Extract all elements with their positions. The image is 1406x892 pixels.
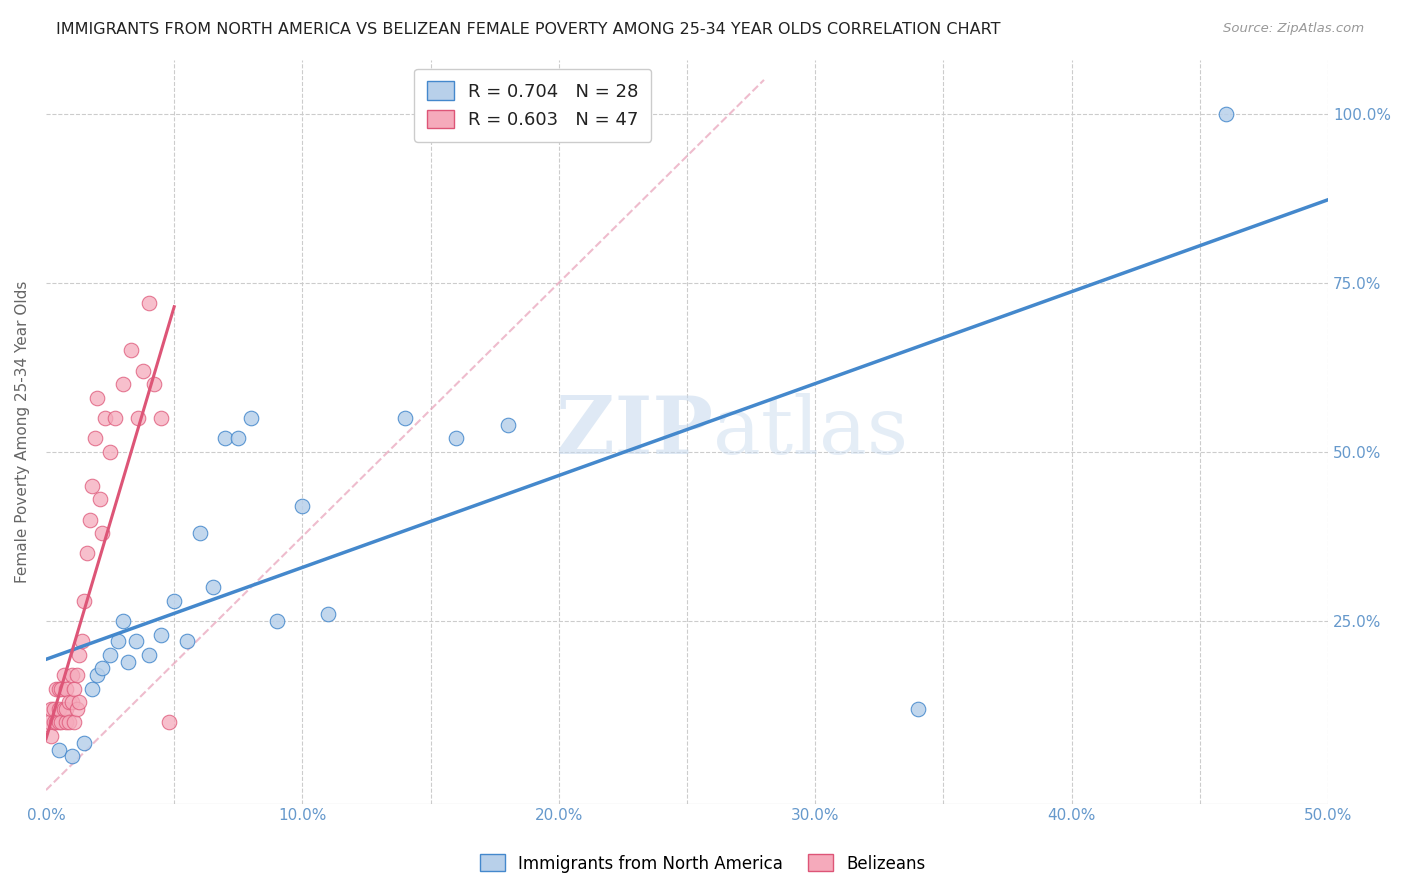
Point (52, 668, 75, 682)
Point (163, 593, 186, 607)
Point (138, 648, 160, 662)
Point (51, 681, 73, 696)
Point (446, 431, 468, 445)
Point (201, 580, 224, 594)
Point (111, 614, 134, 628)
Point (42, 715, 65, 730)
Point (176, 634, 198, 648)
Point (226, 431, 249, 445)
Point (55, 715, 77, 730)
Point (291, 499, 314, 513)
Point (117, 655, 139, 669)
Point (66, 668, 89, 682)
Point (111, 377, 134, 392)
Point (79, 512, 101, 526)
Point (60, 668, 83, 682)
Point (86, 668, 108, 682)
Point (150, 411, 173, 425)
Point (45, 681, 67, 696)
Point (188, 526, 211, 541)
Point (98, 445, 121, 459)
Point (39, 702, 62, 716)
Text: Source: ZipAtlas.com: Source: ZipAtlas.com (1223, 22, 1364, 36)
Point (83, 431, 105, 445)
Point (76, 546, 98, 560)
Point (66, 702, 89, 716)
Text: IMMIGRANTS FROM NORTH AMERICA VS BELIZEAN FEMALE POVERTY AMONG 25-34 YEAR OLDS C: IMMIGRANTS FROM NORTH AMERICA VS BELIZEA… (56, 22, 1001, 37)
Text: atlas: atlas (713, 392, 908, 471)
Point (58, 715, 80, 730)
Legend: R = 0.704   N = 28, R = 0.603   N = 47: R = 0.704 N = 28, R = 0.603 N = 47 (413, 69, 651, 142)
Point (142, 377, 165, 392)
Point (214, 431, 236, 445)
Point (104, 411, 127, 425)
Legend: Immigrants from North America, Belizeans: Immigrants from North America, Belizeans (474, 847, 932, 880)
Point (125, 634, 148, 648)
Point (55, 681, 77, 696)
Point (89, 492, 111, 507)
Point (127, 411, 149, 425)
Text: ZIP: ZIP (555, 392, 713, 471)
Point (240, 411, 263, 425)
Point (48, 681, 70, 696)
Point (120, 343, 142, 358)
Point (48, 742, 70, 756)
Point (1215, 106, 1237, 120)
Point (55, 702, 77, 716)
Point (150, 627, 173, 641)
Point (38, 715, 60, 730)
Point (48, 702, 70, 716)
Point (60, 695, 83, 709)
Point (52, 702, 75, 716)
Point (91, 661, 114, 675)
Point (82, 681, 104, 696)
Point (51, 715, 73, 730)
Point (39, 729, 62, 743)
Point (48, 715, 70, 730)
Point (70, 634, 93, 648)
Point (63, 715, 86, 730)
Point (316, 607, 339, 622)
Point (73, 593, 96, 607)
Point (91, 526, 114, 541)
Point (82, 479, 104, 493)
Point (98, 648, 121, 662)
Point (42, 702, 65, 716)
Point (60, 749, 83, 764)
Point (94, 411, 117, 425)
Y-axis label: Female Poverty Among 25-34 Year Olds: Female Poverty Among 25-34 Year Olds (15, 280, 30, 582)
Point (67, 695, 90, 709)
Point (496, 417, 519, 432)
Point (67, 648, 90, 662)
Point (138, 296, 160, 310)
Point (58, 695, 80, 709)
Point (157, 715, 180, 730)
Point (266, 614, 288, 628)
Point (63, 681, 86, 696)
Point (73, 736, 96, 750)
Point (107, 634, 129, 648)
Point (86, 391, 108, 405)
Point (907, 702, 929, 716)
Point (45, 715, 67, 730)
Point (132, 364, 155, 378)
Point (394, 411, 416, 425)
